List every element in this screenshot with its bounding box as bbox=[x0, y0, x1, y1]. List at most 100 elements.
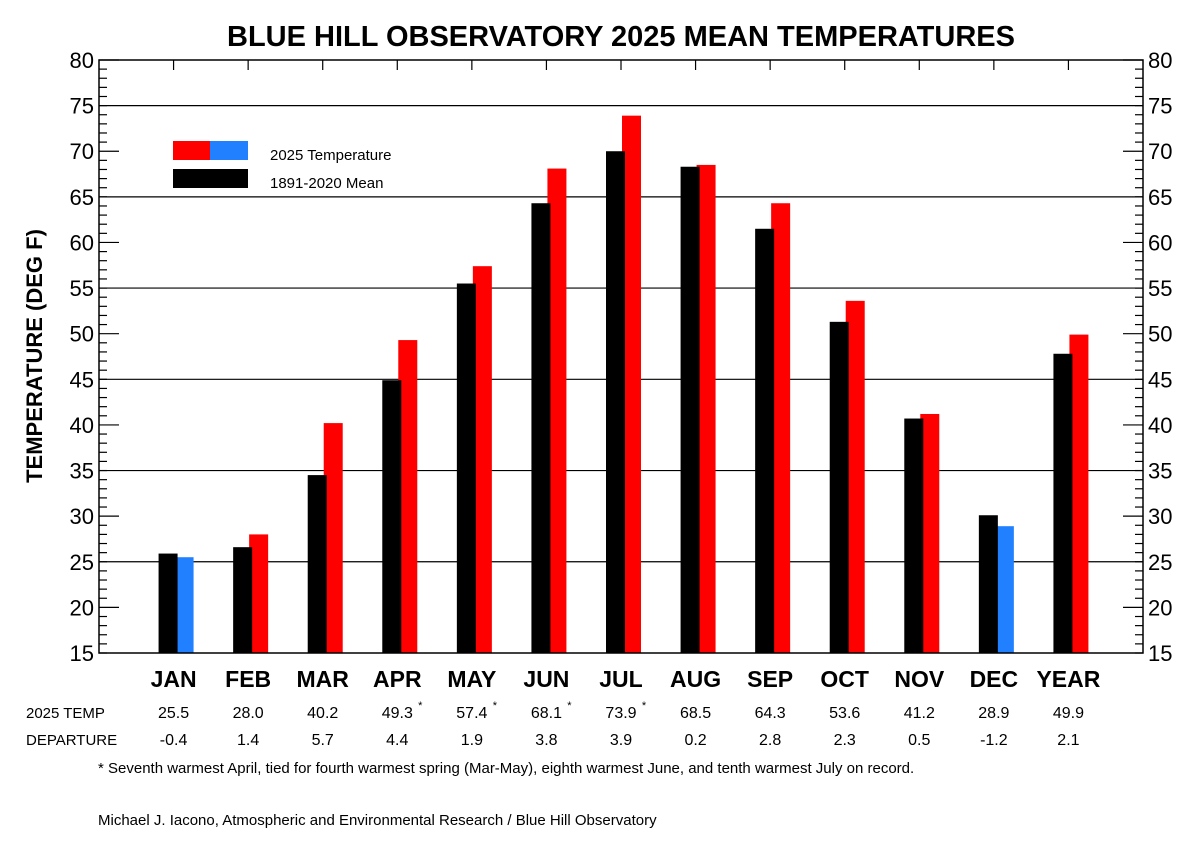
y-tick-label-right: 70 bbox=[1148, 139, 1172, 164]
bar-mean-jan bbox=[158, 553, 178, 653]
x-tick-label-sep: SEP bbox=[747, 666, 793, 692]
legend-swatch-blue bbox=[210, 141, 248, 160]
table-row-label: 2025 TEMP bbox=[26, 705, 105, 722]
legend-label-2025: 2025 Temperature bbox=[270, 147, 391, 164]
table-cell: 41.2 bbox=[904, 705, 935, 722]
table-cell: 1.4 bbox=[237, 732, 259, 749]
x-tick-label-oct: OCT bbox=[820, 666, 869, 692]
table-cell: 49.3 bbox=[382, 705, 413, 722]
axes: 15 15 20 20 25 25 30 30 35 35 40 40 45 45 50 50 55 55 60 60… bbox=[70, 48, 1173, 666]
y-axis-label: TEMPERATURE (DEG F) bbox=[22, 229, 47, 483]
bar-2025-jan bbox=[174, 557, 194, 653]
bar-mean-year bbox=[1053, 353, 1073, 653]
legend-swatch-red bbox=[173, 141, 210, 160]
y-tick-label-right: 35 bbox=[1148, 459, 1172, 484]
bar-mean-aug bbox=[680, 166, 700, 654]
table-row-label: DEPARTURE bbox=[26, 732, 117, 749]
y-tick-label-left: 60 bbox=[70, 230, 94, 255]
y-tick-label-right: 30 bbox=[1148, 504, 1172, 529]
table-cell: 4.4 bbox=[386, 732, 408, 749]
x-tick-label-jan: JAN bbox=[151, 666, 197, 692]
legend-label-mean: 1891-2020 Mean bbox=[270, 175, 383, 192]
x-tick-label-dec: DEC bbox=[970, 666, 1019, 692]
x-tick-label-jun: JUN bbox=[523, 666, 569, 692]
table-cell: 25.5 bbox=[158, 705, 189, 722]
table-cell: 28.0 bbox=[233, 705, 264, 722]
table-cell: 1.9 bbox=[461, 732, 483, 749]
bar-mean-apr bbox=[382, 380, 402, 653]
x-tick-label-nov: NOV bbox=[894, 666, 945, 692]
legend: 2025 Temperature 1891-2020 Mean bbox=[173, 141, 391, 192]
table-cell: 57.4 bbox=[456, 705, 487, 722]
table-cell: 0.5 bbox=[908, 732, 930, 749]
y-tick-label-left: 25 bbox=[70, 550, 94, 575]
y-tick-label-right: 75 bbox=[1148, 94, 1172, 119]
table-cell: 53.6 bbox=[829, 705, 860, 722]
x-tick-label-aug: AUG bbox=[670, 666, 721, 692]
y-tick-label-left: 45 bbox=[70, 367, 94, 392]
bar-2025-jul bbox=[622, 115, 641, 654]
y-tick-label-left: 80 bbox=[70, 48, 94, 73]
bar-mean-nov bbox=[904, 418, 924, 653]
bar-mean-jun bbox=[531, 203, 551, 654]
y-tick-label-left: 65 bbox=[70, 185, 94, 210]
x-tick-label-may: MAY bbox=[447, 666, 496, 692]
y-tick-label-left: 35 bbox=[70, 459, 94, 484]
table-cell: 3.8 bbox=[535, 732, 557, 749]
data-table: 2025 TEMP 25.5 28.0 40.2 49.3 * 57.4 * 68.1 * 73.9… bbox=[26, 700, 1084, 749]
table-cell: 0.2 bbox=[684, 732, 706, 749]
asterisk-marker: * bbox=[642, 700, 647, 712]
x-tick-label-year: YEAR bbox=[1036, 666, 1100, 692]
y-tick-label-left: 40 bbox=[70, 413, 94, 438]
asterisk-marker: * bbox=[567, 700, 572, 712]
bar-2025-dec bbox=[994, 526, 1014, 653]
table-cell: 5.7 bbox=[312, 732, 334, 749]
category-labels: JAN FEB MAR APR MAY JUN JUL AUG SEP OCT NOV DEC YEAR bbox=[151, 666, 1101, 692]
y-tick-label-right: 50 bbox=[1148, 322, 1172, 347]
y-tick-label-right: 65 bbox=[1148, 185, 1172, 210]
bar-mean-feb bbox=[233, 547, 253, 653]
y-tick-label-right: 40 bbox=[1148, 413, 1172, 438]
bar-mean-dec bbox=[978, 515, 998, 653]
bar-2025-may bbox=[472, 266, 492, 653]
table-cell: 49.9 bbox=[1053, 705, 1084, 722]
bar-2025-feb bbox=[249, 534, 269, 653]
table-cell: 2.1 bbox=[1057, 732, 1079, 749]
table-cell: 64.3 bbox=[755, 705, 786, 722]
bar-mean-mar bbox=[307, 475, 327, 653]
bar-mean-oct bbox=[829, 321, 849, 653]
bar-2025-sep bbox=[771, 203, 791, 654]
y-tick-label-left: 55 bbox=[70, 276, 94, 301]
bar-2025-apr bbox=[398, 340, 418, 653]
table-cell: 68.1 bbox=[531, 705, 562, 722]
y-tick-label-right: 15 bbox=[1148, 641, 1172, 666]
y-tick-label-left: 20 bbox=[70, 595, 94, 620]
footnote: * Seventh warmest April, tied for fourth… bbox=[98, 760, 914, 777]
y-tick-label-right: 60 bbox=[1148, 230, 1172, 255]
bar-2025-mar bbox=[323, 423, 343, 653]
table-cell: -0.4 bbox=[160, 732, 188, 749]
bars bbox=[158, 115, 1089, 654]
y-tick-label-right: 55 bbox=[1148, 276, 1172, 301]
asterisk-marker: * bbox=[493, 700, 498, 712]
x-tick-label-mar: MAR bbox=[297, 666, 350, 692]
asterisk-marker: * bbox=[418, 700, 423, 712]
table-cell: 2.8 bbox=[759, 732, 781, 749]
table-cell: 68.5 bbox=[680, 705, 711, 722]
table-cell: 28.9 bbox=[978, 705, 1009, 722]
x-tick-label-feb: FEB bbox=[225, 666, 271, 692]
y-tick-label-left: 50 bbox=[70, 322, 94, 347]
bar-mean-may bbox=[456, 283, 476, 653]
bar-2025-jun bbox=[547, 168, 567, 653]
chart-title: BLUE HILL OBSERVATORY 2025 MEAN TEMPERAT… bbox=[227, 21, 1015, 53]
bar-2025-aug bbox=[696, 164, 716, 653]
table-cell: 40.2 bbox=[307, 705, 338, 722]
bar-2025-year bbox=[1069, 334, 1089, 653]
bar-mean-jul bbox=[606, 151, 625, 653]
y-tick-label-right: 80 bbox=[1148, 48, 1172, 73]
legend-swatch-black bbox=[173, 169, 248, 188]
y-tick-label-left: 75 bbox=[70, 94, 94, 119]
y-tick-label-left: 15 bbox=[70, 641, 94, 666]
y-tick-label-right: 20 bbox=[1148, 595, 1172, 620]
